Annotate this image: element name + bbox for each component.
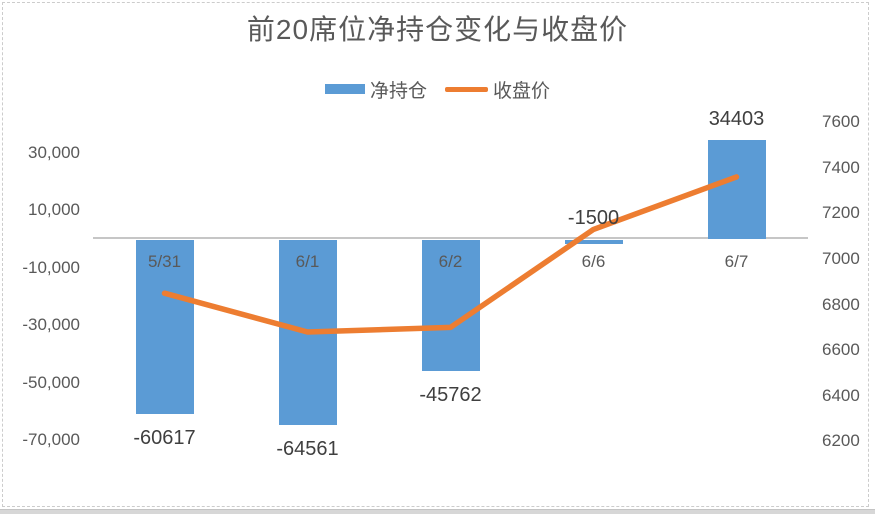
left-axis-tick-label: -50,000 — [22, 372, 80, 392]
legend-item-close-price[interactable]: 收盘价 — [445, 76, 550, 103]
right-axis-tick-label: 7200 — [822, 203, 860, 223]
right-axis-tick-label: 7400 — [822, 157, 860, 177]
category-label: 6/6 — [581, 252, 606, 271]
category-label: 6/2 — [438, 252, 463, 271]
right-axis-tick-label: 7000 — [822, 249, 860, 268]
right-axis-tick-label: 7600 — [822, 112, 860, 132]
bar-data-label: -1500 — [567, 207, 620, 229]
right-axis-tick-label: 6600 — [822, 340, 860, 360]
left-axis-tick-label: -70,000 — [22, 429, 80, 449]
left-axis-tick-label: -30,000 — [22, 315, 80, 335]
bar-data-label: -60617 — [133, 426, 196, 449]
legend-label-net-position: 净持仓 — [369, 80, 427, 102]
right-axis-tick-label: 6200 — [822, 431, 860, 451]
line-swatch-icon — [445, 86, 488, 92]
category-label: 5/31 — [147, 252, 182, 271]
legend-item-net-position[interactable]: 净持仓 — [324, 76, 427, 103]
chart-dashed-border — [2, 2, 869, 507]
right-axis-tick-label: 6400 — [822, 385, 860, 405]
legend[interactable]: 净持仓 收盘价 — [0, 76, 875, 102]
bar-swatch-icon — [324, 84, 365, 94]
bar-data-label: -45762 — [419, 384, 482, 407]
right-axis-tick-label: 6800 — [822, 294, 860, 314]
bar-6/7[interactable] — [707, 140, 766, 239]
chart-title[interactable]: 前20席位净持仓变化与收盘价 — [246, 14, 629, 45]
category-label: 6/7 — [724, 252, 749, 271]
legend-label-close-price: 收盘价 — [493, 80, 551, 102]
left-axis-tick-label: 30,000 — [28, 142, 80, 162]
left-axis-tick-label: 10,000 — [28, 200, 80, 220]
bar-data-label: 34403 — [708, 108, 765, 131]
category-label: 6/1 — [295, 252, 320, 271]
spreadsheet-edge — [0, 509, 875, 514]
zero-axis-line — [93, 237, 808, 239]
left-axis-tick-label: -10,000 — [22, 257, 80, 277]
bar-data-label: -64561 — [276, 438, 339, 461]
bar-6/6[interactable] — [564, 240, 623, 245]
